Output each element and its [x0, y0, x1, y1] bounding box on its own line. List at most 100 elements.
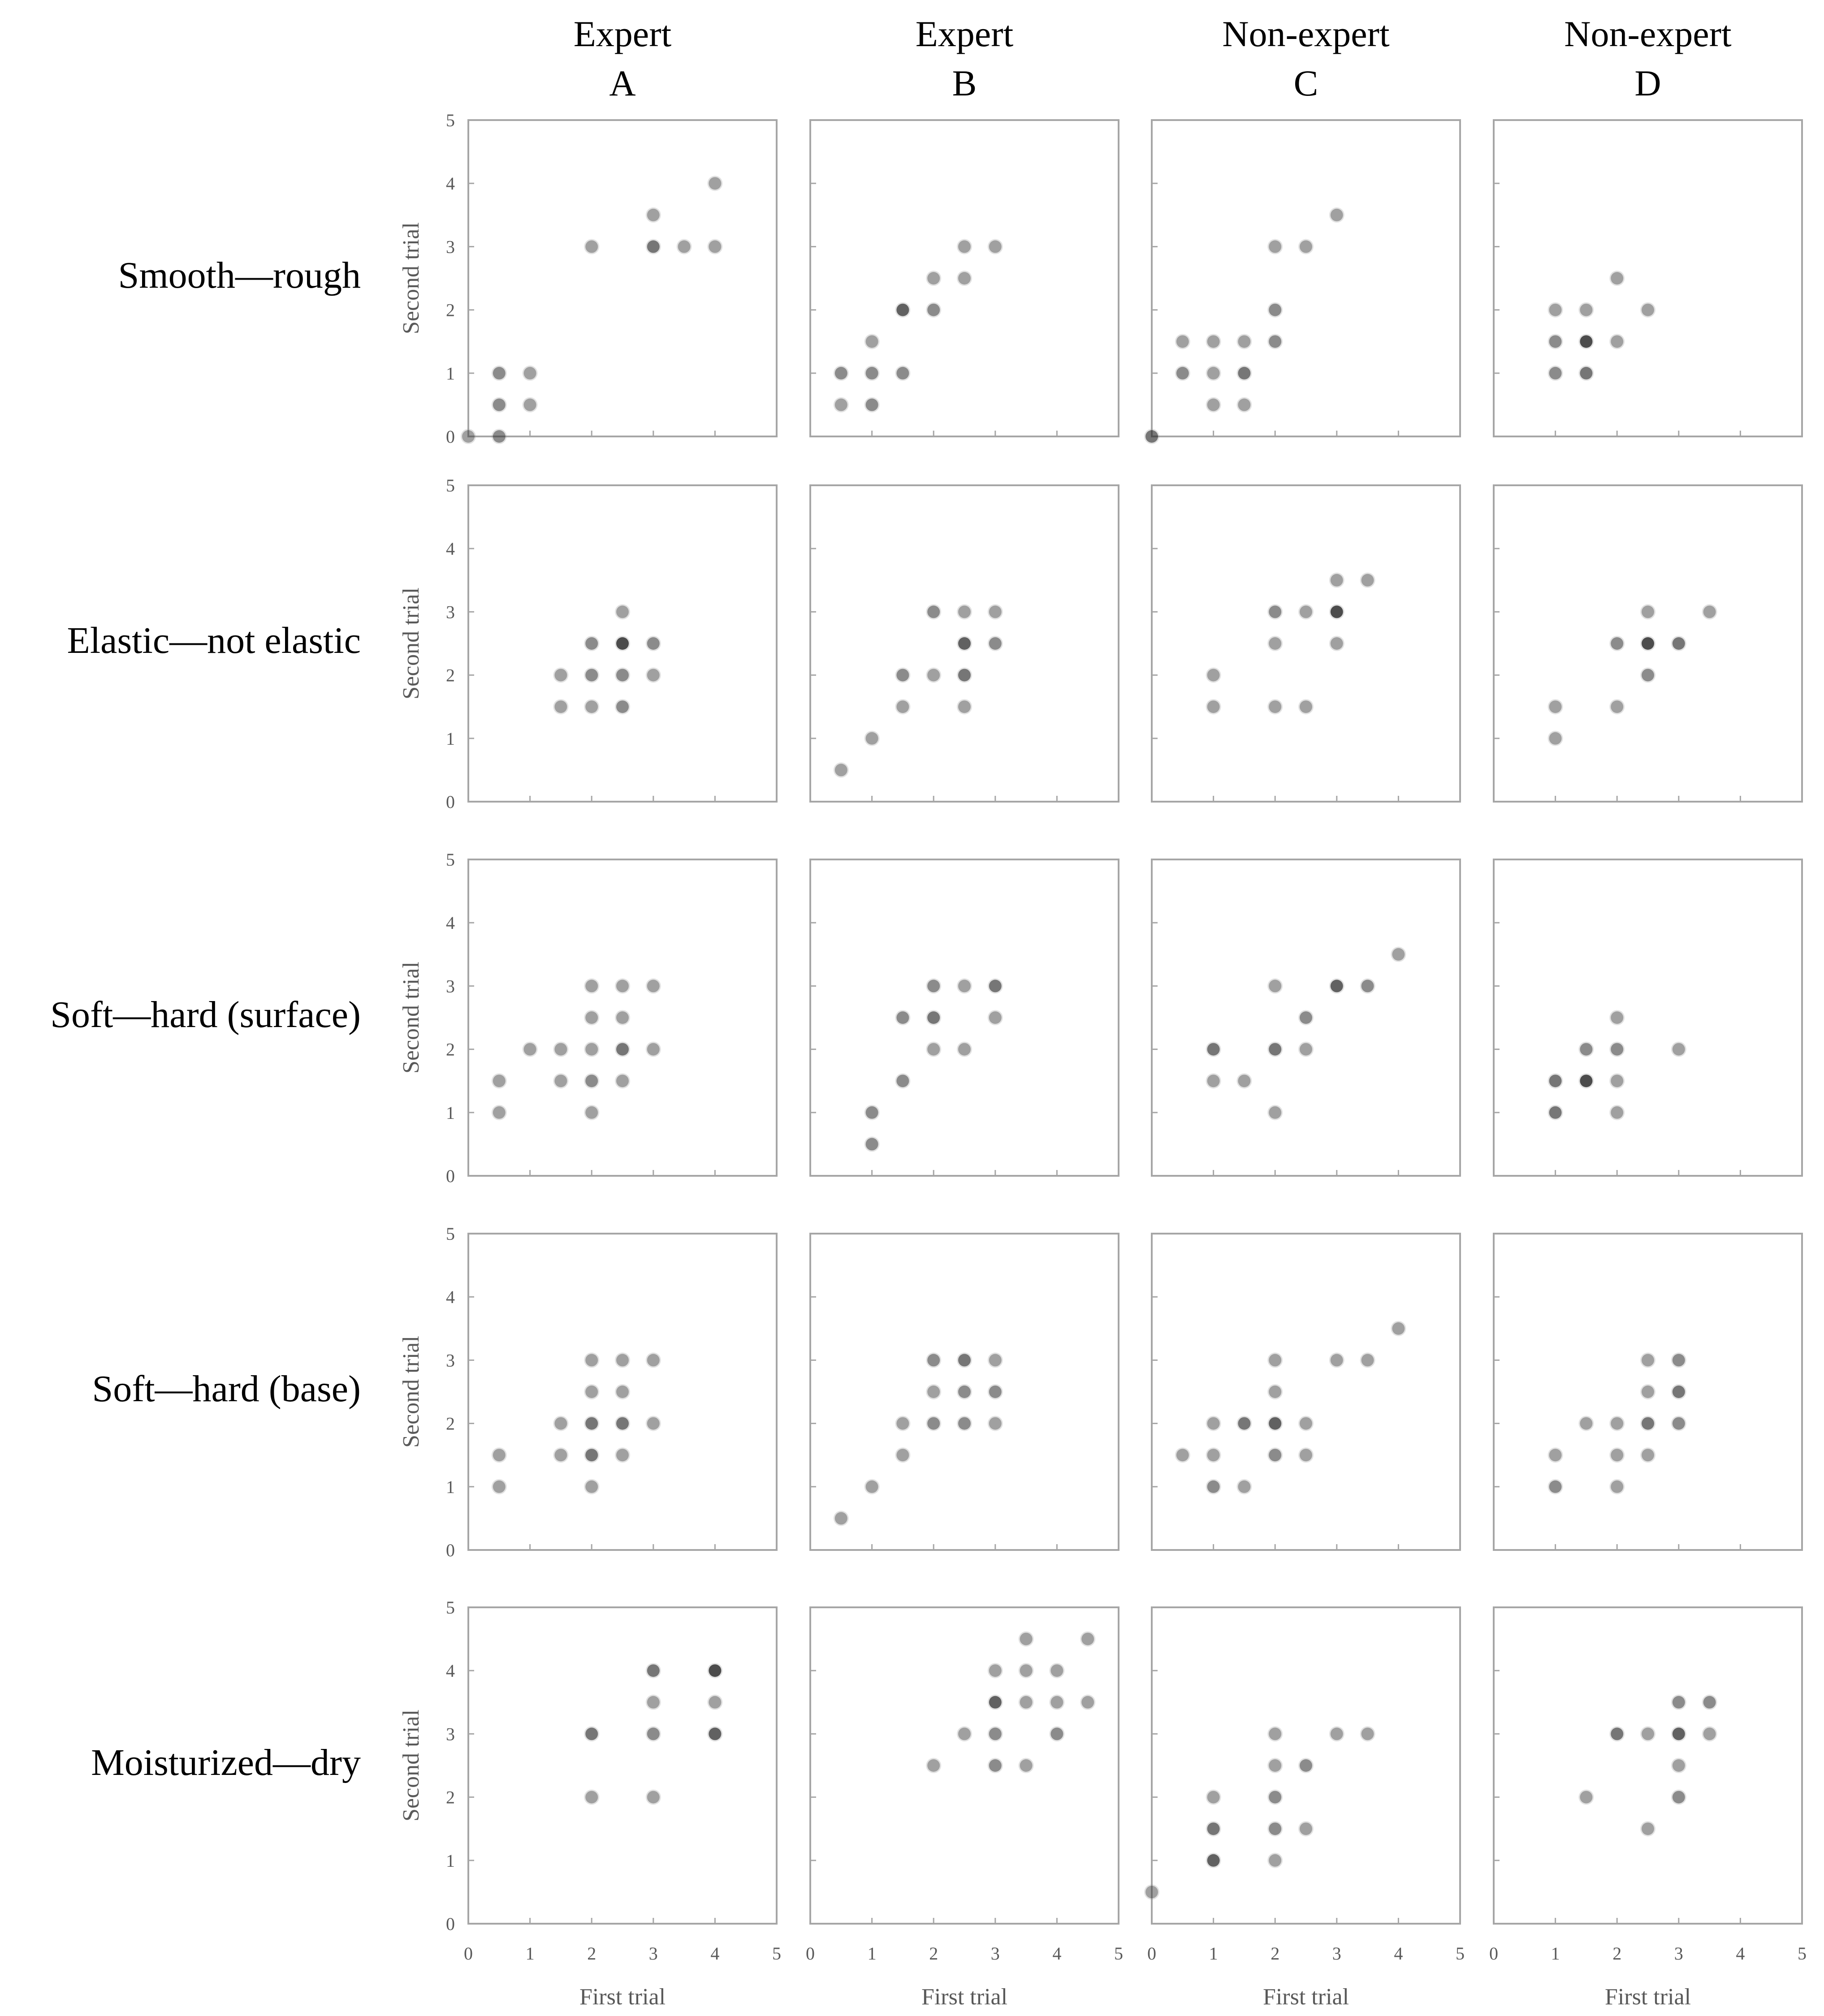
- data-point: [647, 1696, 660, 1709]
- data-point: [865, 1106, 878, 1119]
- data-point: [927, 272, 940, 285]
- data-point: [1361, 574, 1374, 587]
- data-point: [1238, 367, 1251, 380]
- data-point-halo: [584, 1789, 600, 1805]
- y-tick-label: 1: [446, 1103, 455, 1123]
- data-point: [1672, 1043, 1685, 1056]
- data-point: [1580, 367, 1593, 380]
- data-point-halo: [1267, 1726, 1283, 1742]
- data-point: [1269, 335, 1282, 348]
- data-point: [1672, 1759, 1685, 1772]
- data-point-halo: [1236, 334, 1252, 350]
- data-point-halo: [864, 1136, 880, 1152]
- data-point: [1330, 1727, 1343, 1740]
- data-point-halo: [987, 1663, 1003, 1679]
- data-point: [1050, 1727, 1063, 1740]
- data-point: [1207, 1791, 1220, 1804]
- data-point: [1549, 1449, 1562, 1462]
- data-point: [1580, 1417, 1593, 1430]
- y-axis-title-group: Second trial: [398, 1709, 424, 1822]
- data-point: [616, 1075, 629, 1088]
- data-point: [1330, 574, 1343, 587]
- x-tick-label: 3: [1674, 1943, 1683, 1964]
- x-tick-label: 0: [1489, 1943, 1498, 1964]
- panel-frame: [467, 484, 778, 803]
- data-point: [1269, 1854, 1282, 1867]
- data-point-halo: [1329, 636, 1344, 651]
- data-point-halo: [1236, 397, 1252, 413]
- data-point-halo: [1671, 1789, 1686, 1805]
- data-point-halo: [491, 365, 507, 381]
- data-point-halo: [957, 1726, 972, 1742]
- data-point: [927, 303, 940, 316]
- y-tick-label: 3: [446, 1350, 455, 1370]
- column-header-group: Non-expert: [1222, 13, 1390, 54]
- data-point: [1611, 1480, 1624, 1493]
- data-point-halo: [957, 699, 972, 715]
- data-point-halo: [491, 397, 507, 413]
- scatter-panel-points: [1547, 604, 1717, 746]
- data-point: [958, 605, 971, 618]
- data-point-halo: [987, 636, 1003, 651]
- data-point-halo: [957, 978, 972, 994]
- panel-frame: [467, 1606, 778, 1925]
- data-point-halo: [1267, 604, 1283, 620]
- y-tick-label: 5: [446, 1597, 455, 1618]
- panel-frame: [809, 1606, 1119, 1925]
- data-point: [958, 1386, 971, 1398]
- data-point: [1269, 980, 1282, 993]
- data-point-halo: [957, 1416, 972, 1431]
- data-point: [896, 700, 909, 713]
- row-label: Soft—hard (base): [92, 1368, 361, 1410]
- data-point-halo: [676, 239, 692, 255]
- data-point: [554, 1075, 567, 1088]
- data-point: [989, 1417, 1002, 1430]
- data-point-halo: [987, 1384, 1003, 1399]
- data-point: [1580, 1043, 1593, 1056]
- data-point-halo: [1578, 365, 1594, 381]
- data-point-halo: [645, 1352, 661, 1368]
- scatter-panel-points: [833, 239, 1003, 413]
- data-point: [1580, 1075, 1593, 1088]
- data-point-halo: [1298, 1447, 1314, 1463]
- data-point-halo: [584, 1010, 600, 1025]
- data-point: [647, 240, 660, 253]
- scatter-panel-points: [1144, 1726, 1375, 1900]
- data-point-halo: [926, 302, 942, 318]
- data-point: [585, 1011, 598, 1024]
- y-axis-title-group: Second trial: [398, 962, 424, 1074]
- data-point-halo: [1547, 334, 1563, 350]
- y-tick-label: 1: [446, 1851, 455, 1871]
- data-point: [1703, 1696, 1716, 1709]
- data-point-halo: [1267, 334, 1283, 350]
- data-point-halo: [1049, 1694, 1065, 1710]
- data-point-halo: [1609, 1479, 1625, 1494]
- data-point: [1330, 1354, 1343, 1367]
- data-point: [1269, 637, 1282, 650]
- data-point: [585, 1386, 598, 1398]
- data-point-halo: [522, 397, 538, 413]
- data-point-halo: [645, 1789, 661, 1805]
- data-point: [1549, 303, 1562, 316]
- y-axis-title: Second trial: [398, 962, 424, 1074]
- data-point: [1269, 700, 1282, 713]
- data-point-halo: [864, 397, 880, 413]
- panel-frame: [1493, 1233, 1803, 1551]
- data-point-halo: [1702, 1726, 1717, 1742]
- x-axis-title: First trial: [1263, 1984, 1349, 2010]
- data-point: [865, 367, 878, 380]
- data-point-halo: [1298, 1041, 1314, 1057]
- data-point: [1207, 1854, 1220, 1867]
- y-tick-label: 1: [446, 729, 455, 749]
- x-tick-label: 4: [1736, 1943, 1745, 1964]
- data-point-halo: [957, 271, 972, 286]
- data-point: [834, 398, 847, 411]
- data-point: [585, 1449, 598, 1462]
- data-point-halo: [553, 1073, 569, 1089]
- data-point: [523, 367, 536, 380]
- row-label: Elastic—not elastic: [67, 620, 361, 661]
- data-point-halo: [895, 365, 911, 381]
- data-point: [927, 980, 940, 993]
- data-point: [585, 637, 598, 650]
- data-point: [958, 272, 971, 285]
